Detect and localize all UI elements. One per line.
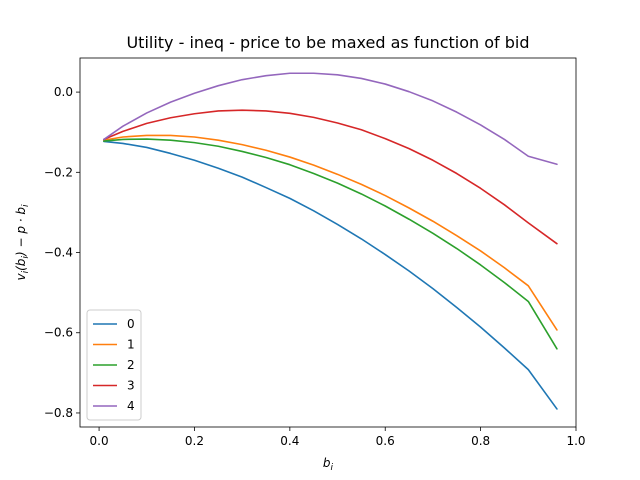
legend-label: 2 — [127, 358, 135, 372]
chart-title: Utility - ineq - price to be maxed as fu… — [126, 33, 529, 52]
y-tick-label: −0.2 — [44, 165, 73, 179]
x-tick-label: 0.4 — [280, 434, 299, 448]
y-tick-label: −0.4 — [44, 246, 73, 260]
x-tick-label: 0.8 — [471, 434, 490, 448]
x-tick-label: 0.2 — [185, 434, 204, 448]
legend-label: 4 — [127, 399, 135, 413]
series-line-4 — [103, 72, 558, 166]
plot-frame — [79, 57, 577, 428]
plot-background — [80, 58, 576, 427]
series-line-0 — [103, 140, 558, 410]
y-axis: 0.0 −0.2 −0.4 −0.6 −0.8 — [44, 85, 80, 420]
y-axis-label-text: vi(bi) − p · bi — [14, 204, 31, 281]
y-tick-label: 0.0 — [54, 85, 73, 99]
plot-area — [80, 58, 576, 427]
series-lines — [103, 72, 558, 410]
series-line-1 — [103, 134, 558, 331]
series-line-3 — [103, 109, 558, 245]
x-tick-label: 0.0 — [90, 434, 109, 448]
plot-border — [79, 57, 577, 428]
y-tick-label: −0.8 — [44, 406, 73, 420]
y-axis-label: vi(bi) − p · bi — [14, 204, 31, 281]
legend-label: 3 — [127, 379, 135, 393]
legend: 0 1 2 3 4 — [86, 309, 142, 421]
x-axis-label: bi — [323, 456, 334, 473]
x-tick-label: 0.6 — [376, 434, 395, 448]
x-tick-label: 1.0 — [566, 434, 585, 448]
y-tick-label: −0.6 — [44, 326, 73, 340]
x-axis-label-text: bi — [323, 456, 334, 473]
series-line-2 — [103, 138, 558, 350]
legend-label: 0 — [127, 317, 135, 331]
x-axis: 0.0 0.2 0.4 0.6 0.8 1.0 — [90, 427, 586, 448]
legend-label: 1 — [127, 338, 135, 352]
